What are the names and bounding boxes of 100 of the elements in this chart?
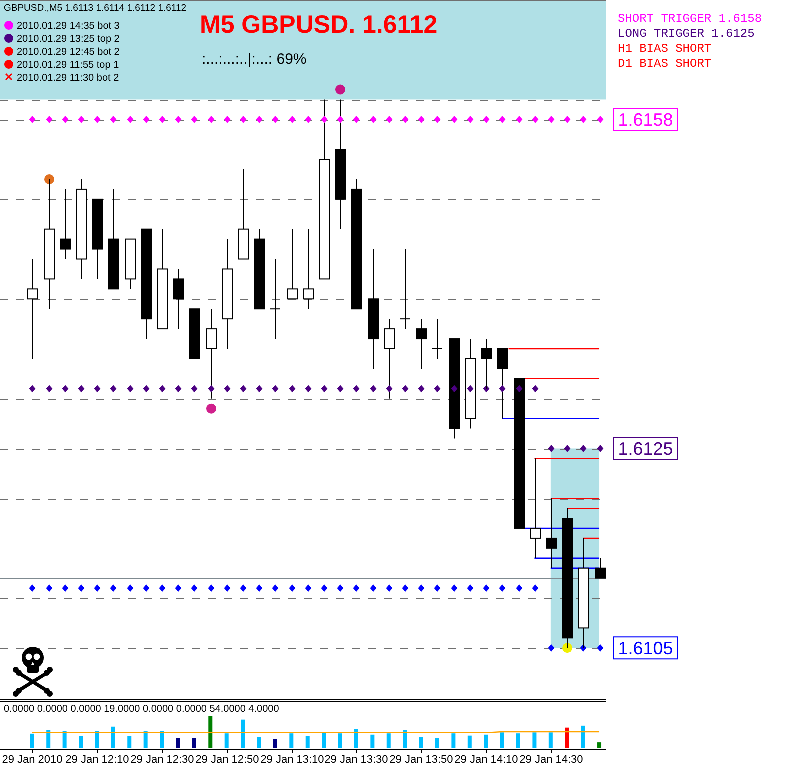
point xyxy=(562,643,572,654)
text: H1 BIAS SHORT xyxy=(618,42,712,56)
point xyxy=(516,385,523,393)
point xyxy=(532,385,539,393)
point xyxy=(29,584,36,592)
point xyxy=(467,584,474,592)
point xyxy=(78,116,85,124)
point xyxy=(451,116,458,124)
bar xyxy=(306,736,310,748)
y-tick-label: 1.6105 xyxy=(618,638,674,659)
point xyxy=(46,116,53,124)
point xyxy=(127,385,134,393)
point xyxy=(305,116,312,124)
point xyxy=(272,584,279,592)
point xyxy=(321,385,328,393)
point xyxy=(62,116,69,124)
point xyxy=(532,116,539,124)
point xyxy=(418,116,425,124)
point xyxy=(143,584,150,592)
x-tick-label: 29 Jan 2010 xyxy=(2,754,63,766)
point xyxy=(305,584,312,592)
point xyxy=(175,116,182,124)
candlestick xyxy=(303,228,314,310)
point xyxy=(29,385,36,393)
point xyxy=(175,385,182,393)
bar xyxy=(435,738,440,748)
point xyxy=(597,644,604,652)
bar xyxy=(322,732,326,748)
point xyxy=(224,116,231,124)
bar xyxy=(79,736,84,748)
point xyxy=(353,116,360,124)
point xyxy=(321,116,328,124)
bar xyxy=(111,726,116,748)
candlestick xyxy=(595,558,606,579)
candlestick xyxy=(206,308,217,400)
point xyxy=(289,584,296,592)
point xyxy=(289,385,296,393)
text: LONG TRIGGER 1.6125 xyxy=(618,27,755,41)
point xyxy=(370,584,377,592)
point xyxy=(159,584,166,592)
bar xyxy=(257,737,262,748)
bar xyxy=(160,731,164,748)
candlestick xyxy=(287,228,298,300)
bar xyxy=(176,738,180,748)
x-tick-label: 29 Jan 13:50 xyxy=(390,754,454,766)
point xyxy=(434,385,441,393)
annotation: 2010.01.29 12:45 bot 2 xyxy=(17,47,120,58)
point xyxy=(240,584,247,592)
bar xyxy=(484,734,488,748)
point xyxy=(370,116,377,124)
point xyxy=(78,584,85,592)
point xyxy=(46,584,53,592)
point xyxy=(451,584,458,592)
x-tick-label: 29 Jan 13:30 xyxy=(324,754,388,766)
chart-title: 0.0000 0.0000 0.0000 19.0000 0.0000 0.0000 54.0000 4.0000 xyxy=(4,704,280,715)
y-tick-label: 1.6125 xyxy=(618,439,674,460)
point xyxy=(240,385,247,393)
point xyxy=(564,445,571,452)
point xyxy=(516,584,523,592)
point xyxy=(191,116,198,124)
point xyxy=(127,584,134,592)
annotation: GBPUSD.,M5 1.6113 1.6114 1.6112 1.6112 xyxy=(4,3,187,14)
candlestick xyxy=(497,348,508,420)
candlestick xyxy=(546,498,557,569)
point xyxy=(272,116,279,124)
point xyxy=(532,584,539,592)
text: SHORT TRIGGER 1.6158 xyxy=(618,12,762,26)
point xyxy=(434,116,441,124)
x-tick-label: 29 Jan 13:10 xyxy=(260,754,324,766)
bar xyxy=(386,734,391,748)
point xyxy=(483,584,490,592)
point xyxy=(402,116,409,124)
bar xyxy=(338,734,342,748)
point xyxy=(564,116,571,124)
point xyxy=(256,116,263,124)
bar xyxy=(548,732,553,748)
x-tick-label: 29 Jan 12:30 xyxy=(130,754,194,766)
point xyxy=(548,116,555,124)
point xyxy=(499,116,506,124)
point xyxy=(62,385,69,393)
x-tick-label: 29 Jan 14:30 xyxy=(520,754,584,766)
x-tick-label: 29 Jan 12:50 xyxy=(196,754,260,766)
bar xyxy=(30,734,34,748)
point xyxy=(548,644,555,652)
point xyxy=(110,584,117,592)
point xyxy=(94,116,101,124)
point xyxy=(580,116,587,124)
bar xyxy=(403,730,408,748)
text: :...:...:..|:...: 69% xyxy=(202,51,307,68)
point xyxy=(94,385,101,393)
point xyxy=(516,116,523,124)
candlestick xyxy=(400,248,411,330)
annotation: 2010.01.29 14:35 bot 3 xyxy=(17,21,120,32)
point xyxy=(353,385,360,393)
bar xyxy=(192,738,196,748)
chart-title: M5 GBPUSD. 1.6112 xyxy=(200,11,438,39)
bar xyxy=(581,726,586,748)
bar xyxy=(532,732,537,748)
point xyxy=(597,445,604,452)
point xyxy=(143,116,150,124)
